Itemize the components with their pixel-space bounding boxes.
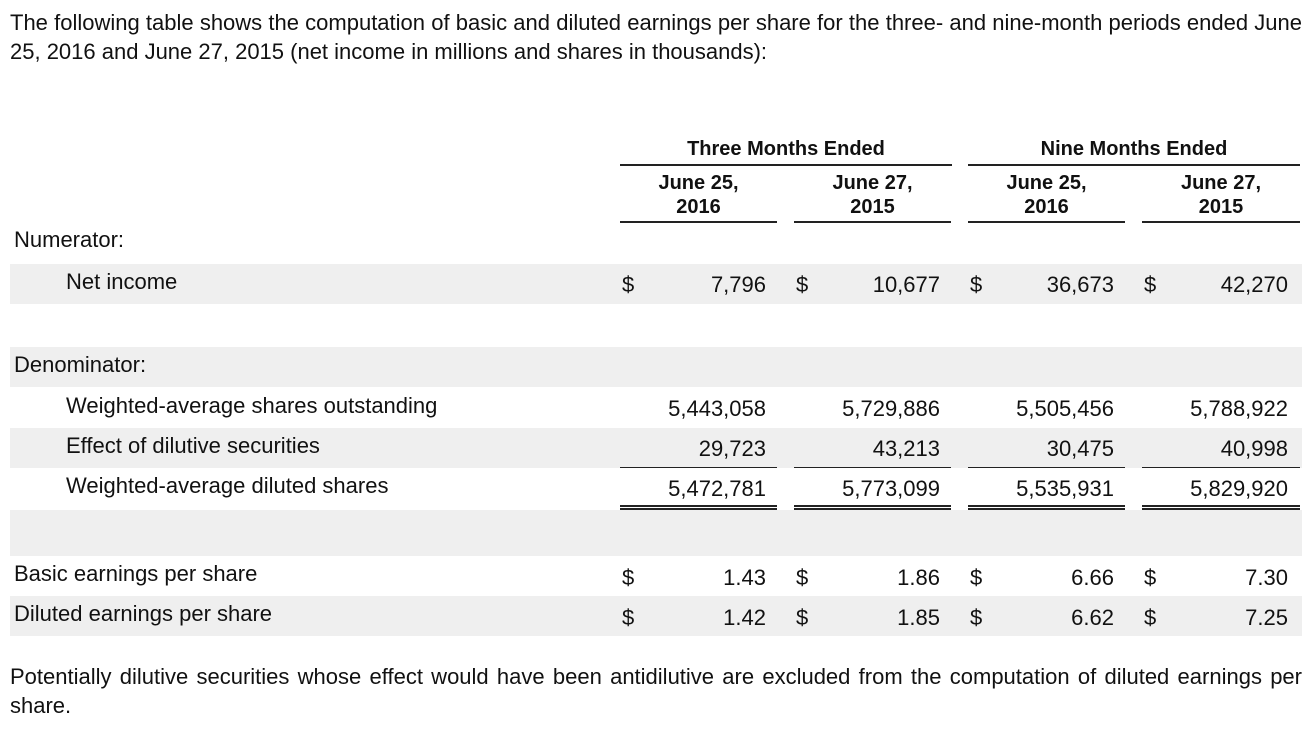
diluted-eps-label: Diluted earnings per share	[14, 601, 273, 626]
diluted-eps-value: 1.85	[897, 605, 940, 630]
total-double-rule	[620, 505, 777, 510]
net-income-value: 42,270	[1220, 272, 1288, 297]
dollar-sign: $	[1144, 272, 1157, 297]
subtotal-rule	[794, 467, 951, 468]
dilutive-value: 40,998	[1220, 436, 1288, 461]
weighted-average-value: 5,505,456	[1016, 396, 1114, 421]
basic-eps-value: 7.30	[1245, 565, 1288, 590]
weighted-average-label: Weighted-average shares outstanding	[66, 393, 438, 418]
total-double-rule	[1142, 505, 1300, 510]
dollar-sign: $	[970, 272, 983, 297]
weighted-average-value: 5,443,058	[668, 396, 766, 421]
diluted-eps-value: 7.25	[1245, 605, 1288, 630]
dilutive-value: 29,723	[698, 436, 766, 461]
column-rule	[794, 221, 951, 223]
column-header: June 25, 2016	[658, 172, 739, 218]
dilutive-value: 30,475	[1046, 436, 1114, 461]
column-header: June 25, 2016	[1006, 172, 1087, 218]
diluted-eps-value: 6.62	[1071, 605, 1114, 630]
band-spacer	[10, 510, 1302, 556]
column-rule	[968, 221, 1125, 223]
subtotal-rule	[620, 467, 777, 468]
band-net-income	[10, 264, 1302, 304]
diluted-shares-value: 5,773,099	[842, 476, 940, 501]
dollar-sign: $	[970, 605, 983, 630]
diluted-shares-value: 5,472,781	[668, 476, 766, 501]
diluted-shares-value: 5,829,920	[1190, 476, 1288, 501]
dollar-sign: $	[1144, 605, 1157, 630]
band-diluted-eps	[10, 596, 1302, 636]
dollar-sign: $	[796, 565, 809, 590]
dollar-sign: $	[796, 605, 809, 630]
numerator-label: Numerator:	[14, 227, 125, 252]
diluted-eps-value: 1.42	[723, 605, 766, 630]
group-rule-three	[620, 164, 952, 166]
dollar-sign: $	[622, 565, 635, 590]
column-rule	[1142, 221, 1300, 223]
total-double-rule	[968, 505, 1125, 510]
header-three-months: Three Months Ended	[687, 138, 885, 160]
column-rule	[620, 221, 777, 223]
diluted-shares-label: Weighted-average diluted shares	[66, 473, 389, 498]
dollar-sign: $	[622, 272, 635, 297]
basic-eps-value: 1.86	[897, 565, 940, 590]
weighted-average-value: 5,729,886	[842, 396, 940, 421]
band-dilutive	[10, 428, 1302, 468]
column-header: June 27, 2015	[1180, 172, 1262, 218]
header-nine-months: Nine Months Ended	[1040, 138, 1228, 160]
total-double-rule	[794, 505, 951, 510]
net-income-value: 7,796	[710, 272, 766, 297]
subtotal-rule	[968, 467, 1125, 468]
basic-eps-value: 6.66	[1071, 565, 1114, 590]
diluted-shares-value: 5,535,931	[1016, 476, 1114, 501]
dollar-sign: $	[622, 605, 635, 630]
dilutive-value: 43,213	[872, 436, 940, 461]
denominator-label: Denominator:	[14, 352, 147, 377]
weighted-average-value: 5,788,922	[1190, 396, 1288, 421]
subtotal-rule	[1142, 467, 1300, 468]
column-header: June 27, 2015	[832, 172, 913, 218]
net-income-value: 10,677	[872, 272, 940, 297]
basic-eps-label: Basic earnings per share	[14, 561, 258, 586]
dollar-sign: $	[1144, 565, 1157, 590]
dollar-sign: $	[796, 272, 809, 297]
outro-paragraph: Potentially dilutive securities whose ef…	[10, 664, 1302, 718]
basic-eps-value: 1.43	[723, 565, 766, 590]
band-denominator	[10, 347, 1302, 387]
intro-paragraph: The following table shows the computatio…	[10, 10, 1302, 64]
net-income-label: Net income	[66, 269, 178, 294]
group-rule-nine	[968, 164, 1300, 166]
dollar-sign: $	[970, 565, 983, 590]
net-income-value: 36,673	[1046, 272, 1114, 297]
dilutive-label: Effect of dilutive securities	[66, 433, 320, 458]
